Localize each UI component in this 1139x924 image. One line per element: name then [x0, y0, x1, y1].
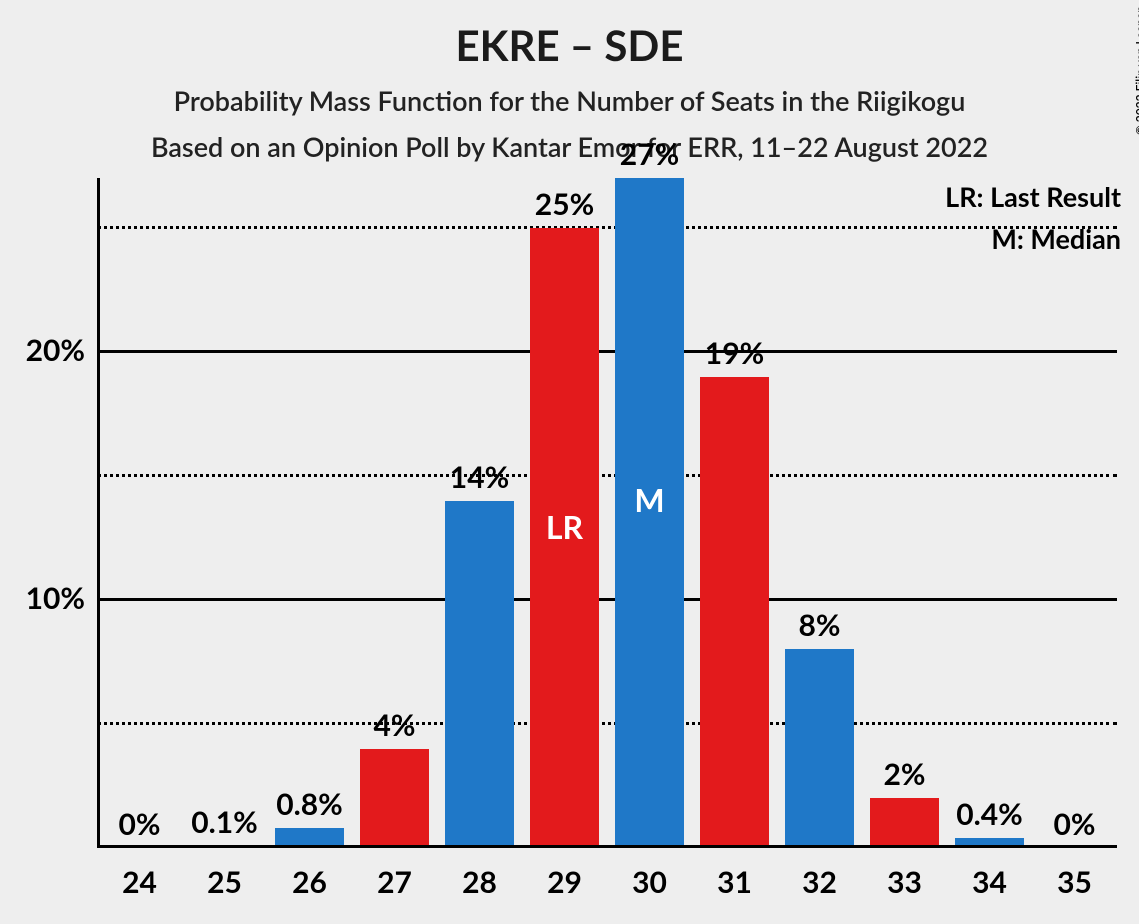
- bar-value-label: 27%: [603, 136, 696, 172]
- x-tick-label: 31: [692, 864, 777, 900]
- x-axis: [97, 845, 1117, 848]
- bar-value-label: 25%: [518, 186, 611, 222]
- x-tick-label: 34: [947, 864, 1032, 900]
- x-tick-label: 30: [607, 864, 692, 900]
- y-axis: [97, 178, 100, 848]
- x-tick-label: 24: [97, 864, 182, 900]
- bar-value-label: 4%: [348, 707, 441, 743]
- bar-value-label: 2%: [858, 756, 951, 792]
- bar-value-label: 14%: [433, 459, 526, 495]
- chart-canvas: EKRE – SDE Probability Mass Function for…: [0, 0, 1139, 924]
- bar-value-label: 0.4%: [943, 796, 1036, 832]
- y-tick-label: 10%: [5, 580, 85, 616]
- gridline-major: [97, 598, 1117, 601]
- legend-item-0: LR: Last Result: [945, 180, 1121, 213]
- x-tick-label: 25: [182, 864, 267, 900]
- x-tick-label: 29: [522, 864, 607, 900]
- x-tick-label: 26: [267, 864, 352, 900]
- chart-title: EKRE – SDE: [0, 20, 1139, 70]
- bar: [700, 377, 770, 848]
- gridline-minor: [97, 474, 1117, 477]
- x-tick-label: 35: [1032, 864, 1117, 900]
- plot-area: 10%20%0%240.1%250.8%264%2714%2825%LR2927…: [97, 178, 1117, 848]
- bar-inside-label: LR: [530, 507, 600, 546]
- gridline-minor: [97, 226, 1117, 229]
- bar-value-label: 0.1%: [178, 804, 271, 840]
- gridline-major: [97, 350, 1117, 353]
- x-tick-label: 33: [862, 864, 947, 900]
- gridline-minor: [97, 722, 1117, 725]
- bar: [445, 501, 515, 848]
- x-tick-label: 32: [777, 864, 862, 900]
- bar-inside-label: M: [615, 480, 685, 519]
- chart-subtitle-1: Probability Mass Function for the Number…: [0, 84, 1139, 117]
- bar: [785, 649, 855, 848]
- bar-value-label: 0.8%: [263, 786, 356, 822]
- bar-value-label: 0%: [1028, 806, 1121, 842]
- bar-value-label: 19%: [688, 335, 781, 371]
- bar: [870, 798, 940, 848]
- bar-value-label: 0%: [93, 806, 186, 842]
- bar-value-label: 8%: [773, 607, 866, 643]
- copyright-text: © 2022 Filip van Laenen: [1133, 6, 1139, 135]
- chart-subtitle-2: Based on an Opinion Poll by Kantar Emor …: [0, 130, 1139, 163]
- x-tick-label: 28: [437, 864, 522, 900]
- bar: [360, 749, 430, 848]
- x-tick-label: 27: [352, 864, 437, 900]
- legend-item-1: M: Median: [991, 222, 1121, 255]
- y-tick-label: 20%: [5, 332, 85, 368]
